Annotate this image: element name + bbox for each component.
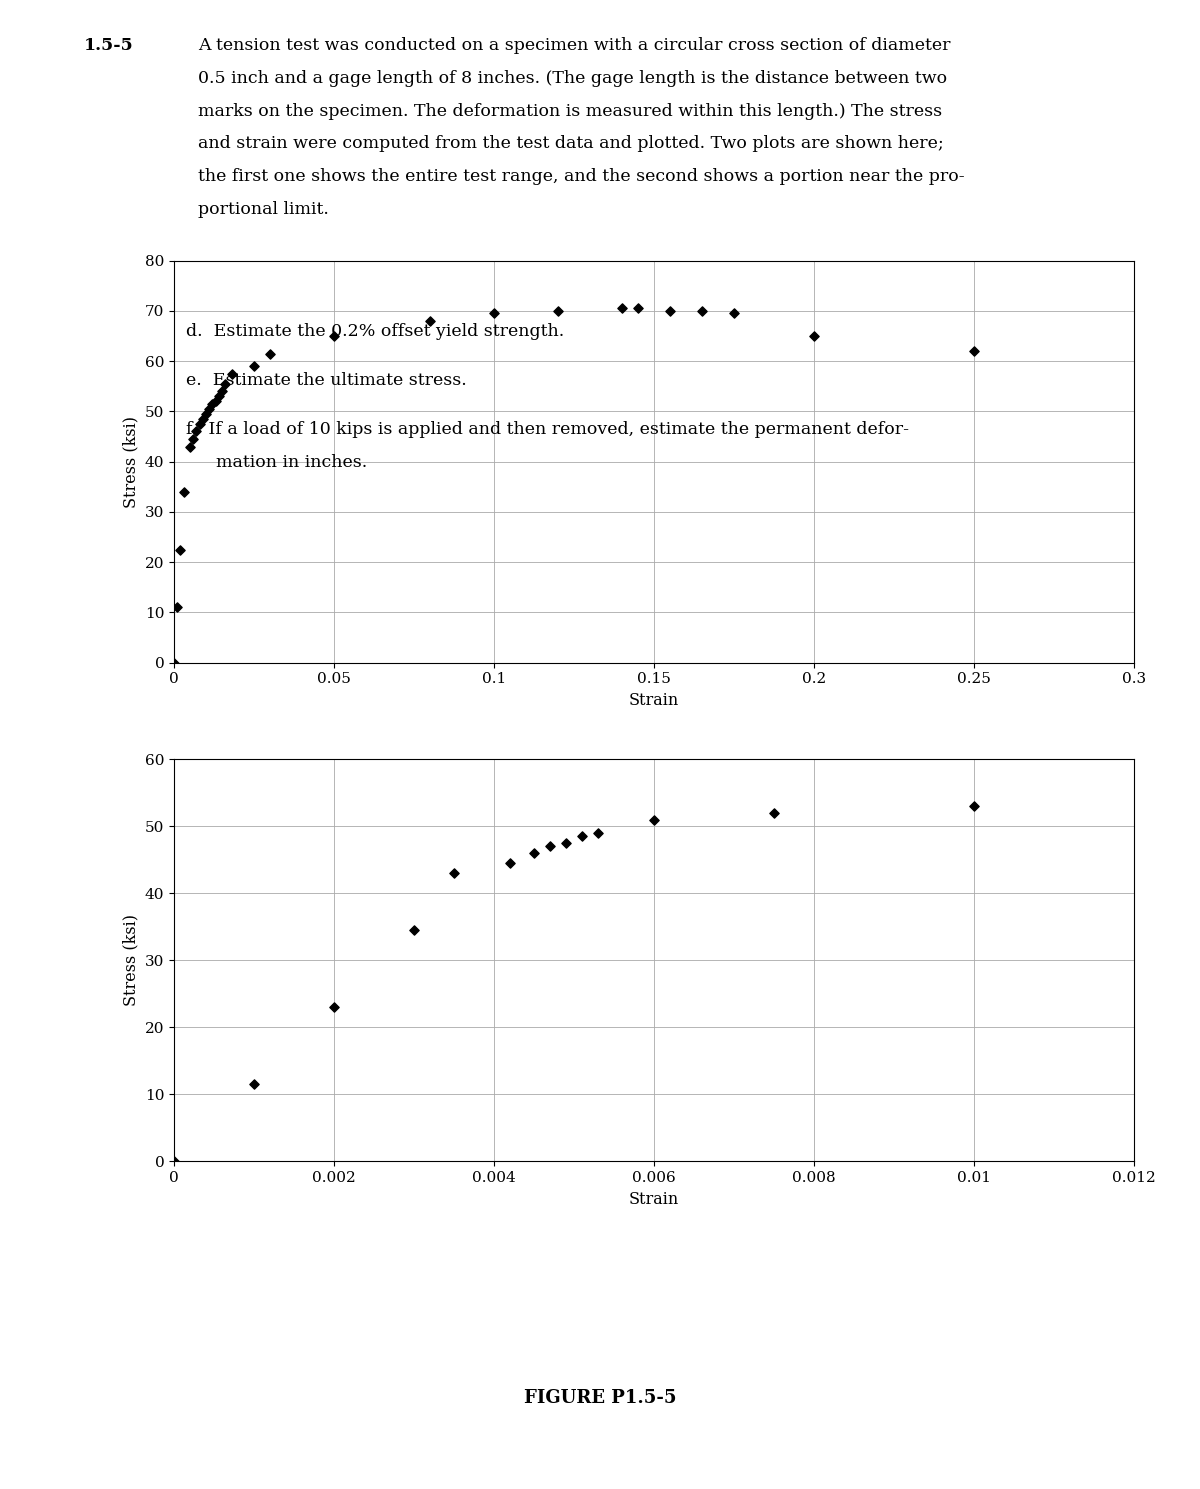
Y-axis label: Stress (ksi): Stress (ksi) (122, 415, 139, 508)
Point (190, 412, 209, 436)
Point (206, 389, 226, 412)
Point (324, 995, 343, 1018)
Point (485, 301, 504, 325)
Point (404, 919, 424, 943)
Point (725, 301, 744, 325)
Text: and strain were computed from the test data and plotted. Two plots are shown her: and strain were computed from the test d… (198, 135, 943, 152)
Point (612, 296, 631, 320)
Point (588, 820, 607, 844)
Point (572, 825, 592, 849)
Point (245, 1072, 264, 1096)
Text: FIGURE P1.5-5: FIGURE P1.5-5 (523, 1389, 677, 1407)
Text: f.  If a load of 10 kips is applied and then removed, estimate the permanent def: f. If a load of 10 kips is applied and t… (186, 421, 910, 438)
Text: the first one shows the entire test range, and the second shows a portion near t: the first one shows the entire test rang… (198, 168, 965, 185)
Point (209, 384, 228, 408)
Point (203, 392, 222, 415)
Text: A tension test was conducted on a specimen with a circular cross section of diam: A tension test was conducted on a specim… (198, 37, 950, 54)
Text: 0.5 inch and a gage length of 8 inches. (The gage length is the distance between: 0.5 inch and a gage length of 8 inches. … (198, 70, 947, 86)
Point (524, 841, 544, 865)
Point (180, 435, 199, 459)
Point (164, 1150, 184, 1173)
Point (804, 325, 823, 348)
Point (629, 296, 648, 320)
Point (965, 795, 984, 819)
Text: marks on the specimen. The deformation is measured within this length.) The stre: marks on the specimen. The deformation i… (198, 103, 942, 119)
Point (199, 398, 218, 421)
Point (197, 402, 216, 426)
Point (184, 427, 203, 451)
Point (222, 362, 241, 386)
Point (174, 479, 193, 503)
Point (168, 596, 187, 619)
Point (193, 406, 212, 430)
Point (764, 801, 784, 825)
Text: d.  Estimate the 0.2% offset yield strength.: d. Estimate the 0.2% offset yield streng… (186, 323, 564, 339)
Point (692, 299, 712, 323)
Point (420, 308, 439, 332)
Point (170, 538, 190, 561)
X-axis label: Strain: Strain (629, 692, 679, 709)
Text: 1.5-5: 1.5-5 (84, 37, 133, 54)
Point (540, 834, 559, 858)
Point (444, 861, 463, 884)
Point (212, 380, 232, 404)
Point (260, 341, 280, 365)
Point (216, 372, 235, 396)
Point (644, 807, 664, 831)
Point (557, 831, 576, 855)
Point (187, 420, 206, 444)
Point (164, 651, 184, 675)
Point (965, 339, 984, 363)
Text: portional limit.: portional limit. (198, 201, 329, 217)
X-axis label: Strain: Strain (629, 1191, 679, 1208)
Text: e.  Estimate the ultimate stress.: e. Estimate the ultimate stress. (186, 372, 467, 389)
Point (500, 852, 520, 876)
Text: mation in inches.: mation in inches. (216, 454, 367, 471)
Point (245, 354, 264, 378)
Point (660, 299, 679, 323)
Y-axis label: Stress (ksi): Stress (ksi) (122, 914, 139, 1007)
Point (548, 299, 568, 323)
Point (324, 325, 343, 348)
